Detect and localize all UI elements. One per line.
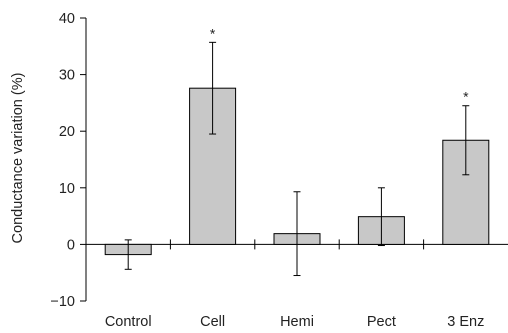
plot-area: −10 0 10 20 30 40 Control * Cell Hemi Pect * 3 Enz	[50, 11, 508, 330]
significance-marker: *	[463, 89, 469, 105]
x-category-label: Control	[105, 314, 152, 330]
y-tick-label: 10	[59, 181, 75, 197]
y-tick-label: 40	[59, 11, 75, 27]
y-tick-label: 0	[67, 237, 75, 253]
x-category-label: Pect	[367, 314, 396, 330]
y-axis-title: Conductance variation (%)	[10, 73, 26, 244]
significance-marker: *	[210, 25, 216, 41]
y-tick-label: 20	[59, 124, 75, 140]
y-tick-label: 30	[59, 68, 75, 84]
x-category-label: 3 Enz	[447, 314, 484, 330]
x-category-label: Hemi	[280, 314, 314, 330]
y-tick-label: −10	[50, 294, 75, 310]
x-category-label: Cell	[200, 314, 225, 330]
